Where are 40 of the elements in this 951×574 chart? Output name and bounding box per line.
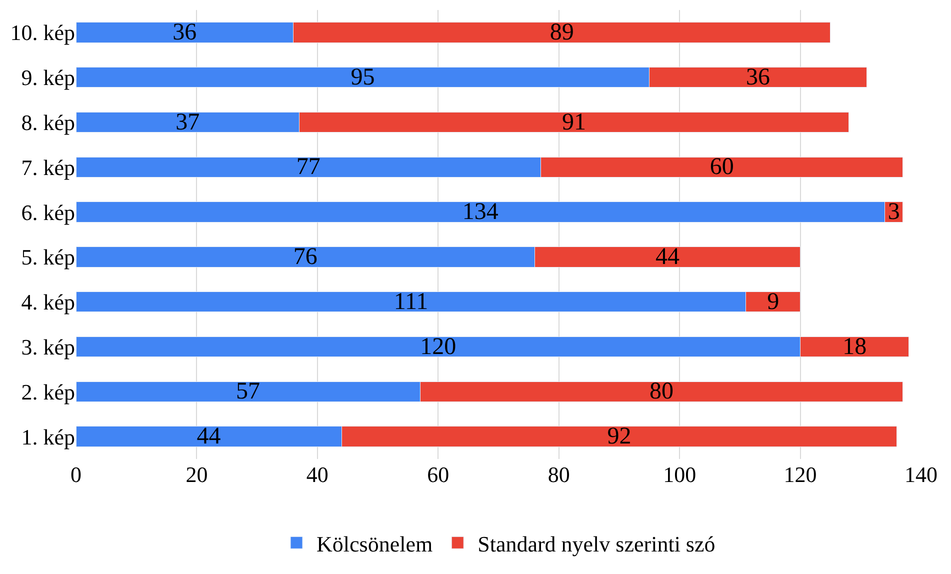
x-tick-label: 0 [70, 462, 82, 487]
y-tick-label: 10. kép [10, 20, 75, 46]
data-label: 44 [656, 244, 680, 270]
x-tick-label: 100 [663, 462, 696, 487]
x-tick-label: 60 [427, 462, 450, 487]
data-label: 80 [649, 378, 674, 405]
y-tick-label: 9. kép [21, 65, 75, 90]
data-label: 120 [420, 334, 456, 360]
legend-label: Kölcsönelem [316, 531, 433, 556]
y-tick-label: 2. kép [21, 379, 75, 404]
x-tick-label: 80 [548, 462, 570, 487]
x-tick-label: 40 [306, 462, 328, 487]
legend-label: Standard nyelv szerinti szó [478, 531, 716, 556]
data-label: 18 [842, 334, 867, 360]
data-label: 36 [172, 19, 197, 46]
x-tick-label: 140 [904, 462, 938, 487]
y-tick-label: 6. kép [21, 200, 75, 225]
data-label: 76 [293, 244, 318, 270]
y-tick-label: 5. kép [21, 244, 75, 270]
y-tick-label: 7. kép [21, 154, 75, 180]
x-tick-label: 20 [186, 462, 208, 487]
data-label: 9 [767, 288, 780, 315]
data-label: 44 [196, 424, 221, 450]
data-label: 92 [607, 424, 632, 450]
data-label: 91 [562, 109, 586, 136]
data-label: 95 [350, 64, 375, 90]
y-tick-label: 1. kép [21, 424, 75, 450]
data-label: 134 [462, 199, 498, 226]
y-tick-label: 8. kép [21, 110, 75, 135]
data-label: 36 [746, 64, 770, 90]
x-tick-label: 120 [784, 462, 817, 487]
y-tick-label: 3. kép [21, 334, 75, 360]
data-label: 60 [710, 154, 734, 180]
data-label: 57 [236, 378, 260, 405]
data-label: 77 [296, 154, 320, 180]
data-label: 111 [394, 288, 428, 315]
y-tick-label: 4. kép [21, 290, 75, 315]
data-label: 3 [888, 199, 900, 226]
data-label: 37 [176, 109, 200, 136]
data-label: 89 [550, 19, 574, 46]
